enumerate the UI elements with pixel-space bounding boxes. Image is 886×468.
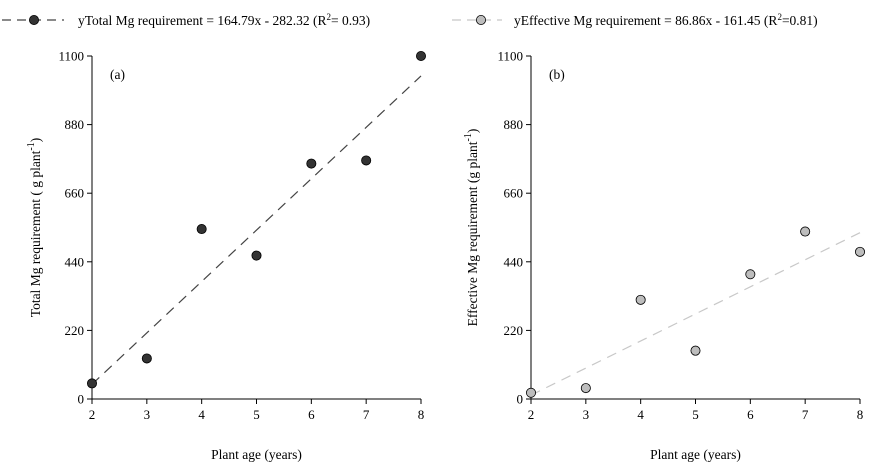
legend: yTotal Mg requirement = 164.79x - 282.32… (2, 12, 818, 28)
legend-equation: = 164.79x - 282.32 (R (203, 13, 326, 28)
x-tick-label: 8 (857, 407, 864, 422)
data-point (855, 246, 866, 257)
data-point (690, 345, 701, 356)
data-point (87, 378, 98, 389)
data-point (415, 51, 426, 62)
legend-series-name: Total Mg requirement (85, 13, 204, 28)
trend-line (91, 75, 422, 385)
trend-line (530, 232, 861, 396)
y-tick-label: 660 (65, 186, 85, 201)
panel-b: 2 3 4 5 6 7 8 0 220 440 660 880 1100 (b) Plant age (ye… (463, 49, 866, 462)
data-point (306, 158, 317, 169)
x-tick-label: 3 (583, 407, 590, 422)
x-tick-label: 5 (692, 407, 699, 422)
x-tick-label: 4 (198, 407, 205, 422)
data-point (745, 269, 756, 280)
x-tick-label: 7 (802, 407, 809, 422)
x-tick-label: 5 (253, 407, 260, 422)
y-tick-label: 440 (65, 254, 85, 269)
y-tick-label: 220 (65, 323, 85, 338)
y-tick-label: 660 (504, 186, 524, 201)
legend-item-1: yTotal Mg requirement = 164.79x - 282.32… (2, 12, 370, 28)
x-tick-label: 7 (363, 407, 370, 422)
legend-equation: = 86.86x - 161.45 (R (661, 13, 778, 28)
data-point (141, 353, 152, 364)
data-point (800, 226, 811, 237)
data-point (635, 294, 646, 305)
legend-label: yEffective Mg requirement = 86.86x - 161… (514, 12, 818, 28)
legend-marker (28, 14, 39, 25)
data-point (196, 224, 207, 235)
data-point (251, 250, 262, 261)
y-tick-label: 880 (504, 117, 524, 132)
legend-r2-superscript: 2 (777, 12, 782, 22)
legend-prefix: y (514, 13, 521, 28)
panel-label: (b) (549, 67, 565, 82)
x-tick-label: 2 (89, 407, 96, 422)
y-axis-title: Effective Mg requirement (g plant-1) (463, 129, 480, 327)
y-tick-label: 880 (65, 117, 85, 132)
x-tick-label: 8 (418, 407, 425, 422)
y-tick-label: 220 (504, 323, 524, 338)
x-tick-label: 6 (747, 407, 754, 422)
y-tick-label: 0 (517, 392, 524, 407)
y-axis-title: Total Mg requirement ( g plant-1) (26, 138, 43, 317)
panel-label: (a) (110, 67, 125, 82)
legend-item-2: yEffective Mg requirement = 86.86x - 161… (452, 12, 818, 28)
panel-a: 2 3 4 5 6 7 8 0 220 440 660 880 1100 (a) Plant age (ye… (26, 49, 426, 462)
y-tick-label: 440 (504, 254, 524, 269)
y-tick-label: 1100 (58, 49, 84, 64)
y-tick-label: 1100 (497, 49, 523, 64)
data-point (580, 383, 591, 394)
legend-r2-value: = 0.93) (331, 13, 370, 28)
legend-series-name: Effective Mg requirement (521, 13, 661, 28)
data-point (526, 387, 537, 398)
legend-r2-value: =0.81) (782, 13, 818, 28)
legend-r2-superscript: 2 (327, 12, 332, 22)
x-tick-label: 3 (144, 407, 151, 422)
x-tick-label: 6 (308, 407, 315, 422)
legend-label: yTotal Mg requirement = 164.79x - 282.32… (78, 12, 370, 28)
legend-prefix: y (78, 13, 85, 28)
y-tick-label: 0 (78, 392, 85, 407)
x-tick-label: 2 (528, 407, 535, 422)
data-point (361, 155, 372, 166)
legend-marker (475, 14, 486, 25)
x-tick-label: 4 (637, 407, 644, 422)
x-axis-title: Plant age (years) (211, 447, 302, 462)
chart-panels: 2 3 4 5 6 7 8 0 220 440 660 880 1100 (a) Plant age (ye… (26, 49, 866, 462)
x-axis-title: Plant age (years) (650, 447, 741, 462)
